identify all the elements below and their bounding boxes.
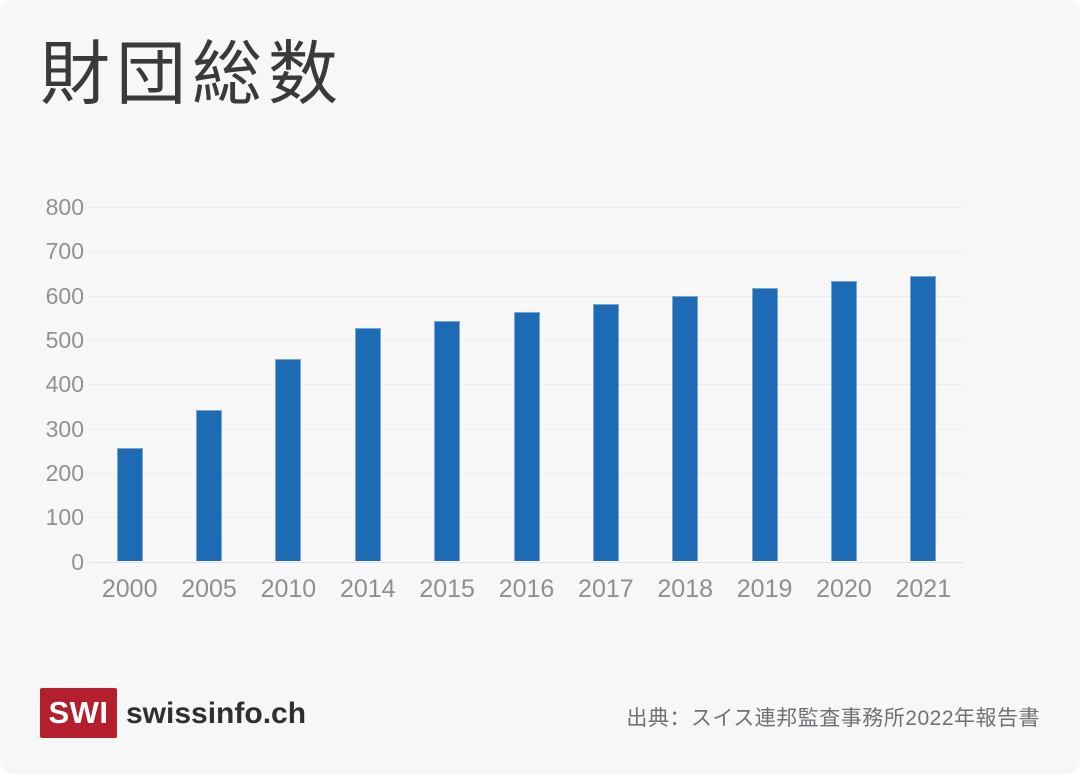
bar-2020 bbox=[830, 281, 857, 562]
x-tick-label-2000: 2000 bbox=[101, 575, 158, 603]
bar-2014 bbox=[354, 328, 381, 562]
y-tick-label: 800 bbox=[45, 194, 84, 220]
x-tick-label-2015: 2015 bbox=[419, 575, 475, 603]
y-tick-label: 400 bbox=[45, 371, 84, 398]
bar-2010 bbox=[275, 358, 302, 562]
y-tick-label: 600 bbox=[45, 282, 84, 309]
y-tick-label: 0 bbox=[71, 548, 84, 575]
x-tick-label-2018: 2018 bbox=[657, 575, 714, 603]
bar-2015 bbox=[434, 321, 461, 562]
x-tick-label-2021: 2021 bbox=[895, 575, 952, 603]
bar-2018 bbox=[672, 296, 699, 562]
chart-title: 財団総数 bbox=[40, 35, 344, 113]
x-tick-label-2019: 2019 bbox=[736, 575, 793, 603]
y-tick-label: 300 bbox=[45, 415, 84, 442]
x-tick-label-2016: 2016 bbox=[498, 575, 555, 603]
gridline bbox=[90, 295, 963, 297]
bar-2021 bbox=[910, 275, 937, 562]
gridline bbox=[90, 207, 963, 208]
x-axis-line bbox=[90, 561, 963, 563]
bar-2019 bbox=[751, 288, 778, 562]
y-tick-label: 100 bbox=[45, 504, 84, 531]
y-tick-label: 500 bbox=[45, 326, 84, 353]
bar-2016 bbox=[513, 312, 540, 562]
x-tick-label-2010: 2010 bbox=[260, 575, 317, 603]
y-tick-label: 700 bbox=[45, 238, 84, 265]
x-tick-label-2005: 2005 bbox=[181, 575, 237, 603]
bar-2000 bbox=[116, 447, 143, 562]
x-tick-label-2014: 2014 bbox=[339, 575, 396, 603]
x-tick-label-2020: 2020 bbox=[816, 575, 872, 603]
bar-2017 bbox=[592, 304, 619, 562]
y-tick-label: 200 bbox=[45, 459, 84, 486]
gridline bbox=[90, 251, 963, 253]
x-tick-label-2017: 2017 bbox=[578, 575, 634, 603]
bar-2005 bbox=[196, 409, 223, 562]
